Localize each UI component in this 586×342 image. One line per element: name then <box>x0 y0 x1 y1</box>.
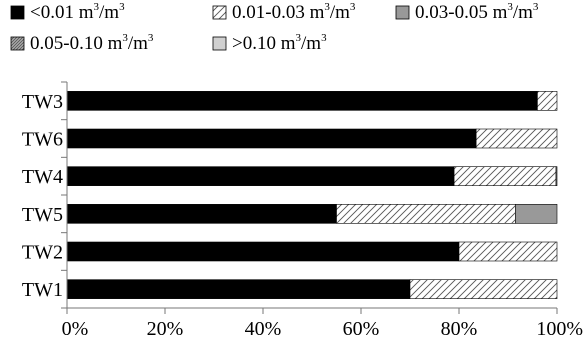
bar-segment <box>458 241 558 262</box>
x-tick-label: 40% <box>245 318 282 340</box>
category-label: TW5 <box>22 204 63 226</box>
axes: 0% 20% 40% 60% 80% 100% <box>61 81 583 340</box>
bar-segment <box>475 128 558 149</box>
legend-label: 0.05-0.10 m3/m3 <box>30 32 154 54</box>
bar-segment <box>453 166 557 186</box>
x-tick-label: 60% <box>343 318 380 340</box>
legend-label: <0.01 m3/m3 <box>30 1 125 23</box>
bar-segment <box>66 279 411 299</box>
x-tick-label: 80% <box>441 318 478 340</box>
bar-segment <box>409 279 558 299</box>
bar-segment <box>555 166 558 186</box>
legend-swatch <box>212 36 227 51</box>
x-tick-label: 0% <box>62 318 89 340</box>
x-tick-label: 20% <box>147 318 184 340</box>
legend: <0.01 m3/m3 0.01-0.03 m3/m3 0.03-0.05 m3/m… <box>10 1 539 54</box>
x-tick-label: 100% <box>536 318 583 340</box>
legend-label: 0.01-0.03 m3/m3 <box>232 1 356 23</box>
category-label: TW2 <box>22 242 63 264</box>
category-label: TW4 <box>22 166 63 188</box>
legend-label: 0.03-0.05 m3/m3 <box>415 1 539 23</box>
legend-swatch <box>10 5 25 20</box>
bar-segment <box>66 204 337 224</box>
bar-segment <box>537 91 558 111</box>
bar-segment <box>66 166 455 186</box>
legend-label: >0.10 m3/m3 <box>232 32 327 54</box>
category-label: TW6 <box>22 129 63 151</box>
bar-segment <box>336 204 516 224</box>
legend-swatch <box>395 5 410 20</box>
bar-segment <box>66 128 477 149</box>
legend-swatch <box>10 36 25 51</box>
bar-segment <box>66 91 538 111</box>
bar-segment <box>66 241 460 262</box>
category-label: TW1 <box>22 279 63 301</box>
legend-swatch <box>212 5 227 20</box>
bars: TW3 TW6 TW4 TW5 TW2 TW1 <box>22 91 558 301</box>
category-label: TW3 <box>22 91 63 113</box>
bar-segment <box>515 204 558 224</box>
